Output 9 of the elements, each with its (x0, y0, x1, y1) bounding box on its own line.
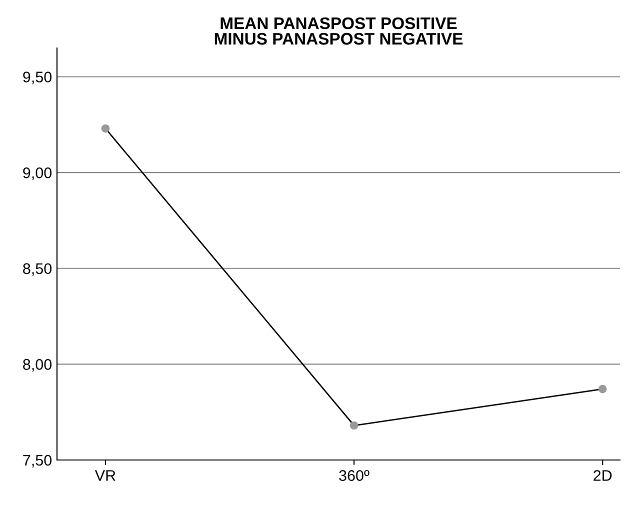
y-tick-label: 8,00 (23, 359, 52, 372)
y-tick-label: 9,00 (23, 167, 52, 180)
x-tick-label: VR (94, 470, 116, 481)
y-tick-label: 9,50 (23, 72, 52, 84)
x-tick-label: 360º (339, 470, 370, 481)
x-tick-label: 2D (594, 470, 612, 481)
chart-title: MEAN PANASPOST POSITIVE MINUS PANASPOST NEGATIVE (214, 17, 463, 45)
y-tick-label: 7,50 (23, 454, 52, 468)
y-tick-label: 8,50 (23, 263, 52, 276)
